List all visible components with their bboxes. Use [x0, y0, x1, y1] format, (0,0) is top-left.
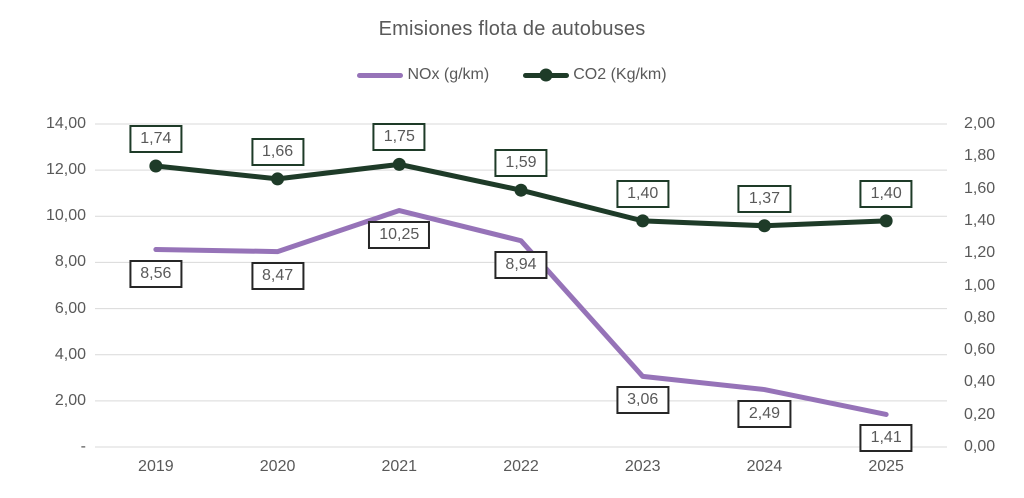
legend-item-nox: NOx (g/km): [357, 66, 489, 84]
data-label-co2: 1,40: [859, 179, 913, 208]
right-axis-tick-label: 2,00: [964, 115, 996, 132]
data-label-nox: 3,06: [616, 386, 670, 415]
left-axis-tick-label: 6,00: [54, 299, 86, 317]
right-axis-tick-label: 1,60: [964, 179, 996, 197]
data-label-co2: 1,40: [616, 179, 670, 208]
legend-label-co2: CO2 (Kg/km): [573, 66, 667, 83]
data-point-marker: [514, 183, 528, 197]
legend-item-co2: CO2 (Kg/km): [523, 66, 667, 84]
data-label-nox: 1,41: [859, 424, 913, 453]
data-label-co2: 1,75: [372, 123, 426, 152]
chart-title: Emisiones flota de autobuses: [378, 18, 646, 40]
data-label-nox: 8,47: [250, 261, 305, 290]
right-axis-tick-label: 1,00: [964, 276, 996, 294]
data-label-co2: 1,59: [494, 149, 548, 178]
left-axis-tick-label: -: [80, 438, 86, 455]
data-point-marker: [392, 157, 406, 171]
right-axis-tick-label: 0,00: [964, 438, 996, 455]
series-line-nox: [153, 208, 889, 417]
data-label-nox: 10,25: [368, 220, 431, 249]
data-point-marker: [879, 214, 893, 228]
x-axis-label: 2024: [746, 458, 783, 475]
data-point-marker: [271, 172, 285, 186]
x-axis-label: 2025: [868, 458, 904, 475]
right-axis-tick-label: 1,20: [964, 244, 996, 262]
right-axis-tick-label: 0,80: [964, 308, 996, 326]
legend-label-nox: NOx (g/km): [407, 66, 490, 83]
data-point-marker: [149, 159, 163, 173]
x-axis-label: 2022: [503, 458, 539, 475]
right-axis-tick-label: 0,20: [964, 405, 996, 423]
data-point-marker: [636, 214, 650, 228]
data-label-co2: 1,74: [129, 124, 183, 153]
data-label-co2: 1,37: [737, 184, 791, 213]
x-axis-label: 2019: [138, 458, 174, 475]
co2-line-swatch: [523, 68, 570, 82]
left-axis-tick-label: 12,00: [45, 161, 86, 179]
left-axis-tick-label: 4,00: [54, 345, 86, 363]
right-axis-tick-label: 1,80: [964, 147, 996, 165]
right-axis-tick-label: 1,40: [964, 211, 996, 229]
data-point-marker: [757, 219, 771, 233]
right-axis-tick-label: 0,40: [964, 373, 996, 391]
x-axis-label: 2021: [381, 458, 418, 475]
x-axis-label: 2023: [624, 458, 661, 475]
right-axis-tick-label: 0,60: [964, 341, 996, 359]
data-label-nox: 8,94: [494, 250, 548, 279]
chart-legend: NOx (g/km) CO2 (Kg/km): [0, 66, 1024, 84]
data-label-nox: 2,49: [737, 399, 791, 428]
nox-line-swatch: [357, 72, 404, 78]
data-label-nox: 8,56: [129, 259, 183, 288]
x-axis-label: 2020: [259, 458, 296, 475]
left-axis-tick-label: 14,00: [45, 115, 86, 132]
left-axis-tick-label: 2,00: [54, 391, 86, 409]
left-axis-tick-label: 10,00: [45, 207, 86, 225]
data-label-co2: 1,66: [250, 137, 305, 166]
left-axis-tick-label: 8,00: [54, 253, 86, 271]
co2-marker-swatch: [539, 68, 553, 82]
